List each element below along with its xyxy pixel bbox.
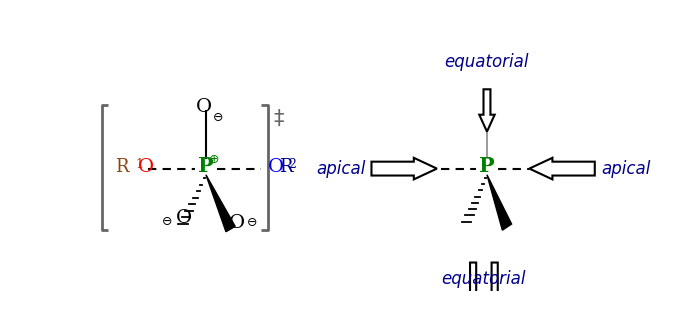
Text: 1: 1 — [135, 158, 143, 171]
Text: R: R — [115, 158, 129, 176]
Text: 2: 2 — [289, 158, 296, 171]
Text: ⊖: ⊖ — [246, 216, 257, 229]
Text: O: O — [138, 158, 154, 176]
Text: apical: apical — [601, 160, 650, 178]
Polygon shape — [206, 175, 235, 232]
Text: O: O — [196, 98, 212, 116]
FancyArrow shape — [466, 263, 480, 317]
Polygon shape — [487, 175, 511, 230]
Text: R: R — [279, 158, 293, 176]
FancyArrow shape — [530, 158, 595, 180]
FancyArrow shape — [488, 263, 502, 317]
Text: ‡: ‡ — [274, 109, 285, 129]
Text: P: P — [198, 156, 214, 176]
Text: O: O — [177, 209, 192, 227]
Text: ⊕: ⊕ — [209, 153, 219, 166]
Text: O: O — [229, 214, 245, 232]
FancyArrow shape — [479, 89, 495, 132]
Text: ⊖: ⊖ — [162, 215, 173, 228]
Text: apical: apical — [316, 160, 366, 178]
Text: equatorial: equatorial — [441, 270, 526, 288]
Text: ⊖: ⊖ — [213, 111, 223, 124]
Text: P: P — [479, 156, 495, 176]
Text: O: O — [268, 158, 284, 176]
Text: equatorial: equatorial — [445, 53, 529, 71]
FancyArrow shape — [371, 158, 437, 180]
